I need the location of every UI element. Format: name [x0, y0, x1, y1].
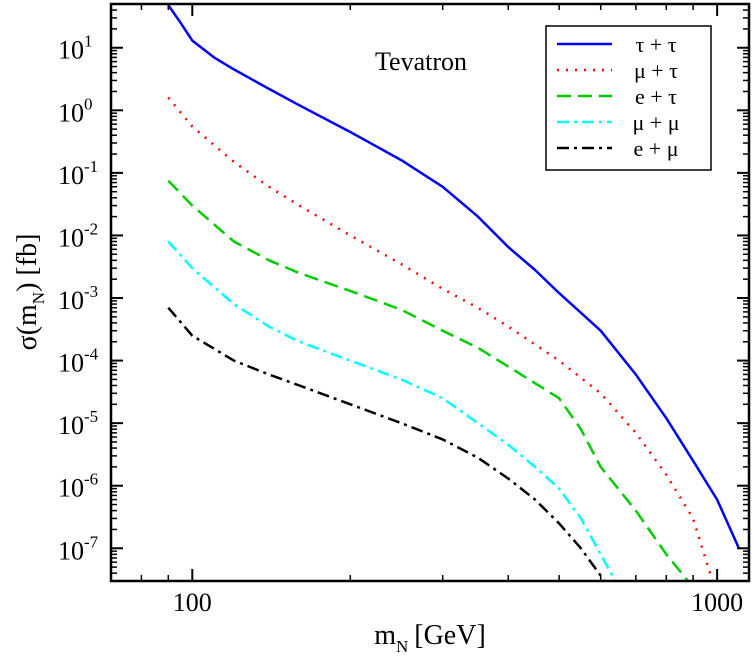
y-tick-label: 10-2	[58, 219, 98, 252]
x-tick-label: 100	[173, 588, 212, 617]
labels-layer: 100 1000 101 100 10-1 10-2 10-3 10-4 10-5 10-6 10-…	[58, 32, 743, 617]
legend-label-5: e + μ	[634, 136, 679, 161]
x-axis-title: mN [GeV]	[374, 620, 486, 656]
legend-label-3: e + τ	[635, 84, 677, 109]
x-tick-label: 1000	[691, 588, 743, 617]
series-line-4	[167, 240, 617, 581]
y-tick-label: 10-6	[58, 470, 98, 503]
y-tick-label: 10-1	[58, 157, 98, 190]
y-tick-label: 10-5	[58, 407, 98, 440]
plot-frame	[109, 2, 751, 583]
chart-annotation: Tevatron	[375, 47, 467, 76]
series-layer	[167, 4, 741, 581]
series-line-1	[167, 4, 741, 549]
y-axis-title: σ(mN) [fb]	[12, 234, 48, 351]
legend-label-2: μ + τ	[634, 58, 678, 83]
ticks-layer	[111, 4, 749, 582]
y-tick-label: 10-3	[58, 282, 98, 315]
legend-label-4: μ + μ	[633, 110, 680, 135]
y-tick-label: 10-4	[58, 345, 99, 378]
y-tick-label: 10-7	[58, 532, 99, 565]
legend-box	[545, 25, 712, 171]
series-line-3	[167, 179, 689, 581]
legend: τ + τμ + τe + τμ + μe + μ	[545, 25, 712, 171]
legend-label-1: τ + τ	[635, 32, 676, 57]
y-tick-label: 100	[58, 94, 93, 127]
series-line-5	[167, 306, 606, 581]
y-tick-label: 101	[58, 32, 93, 65]
